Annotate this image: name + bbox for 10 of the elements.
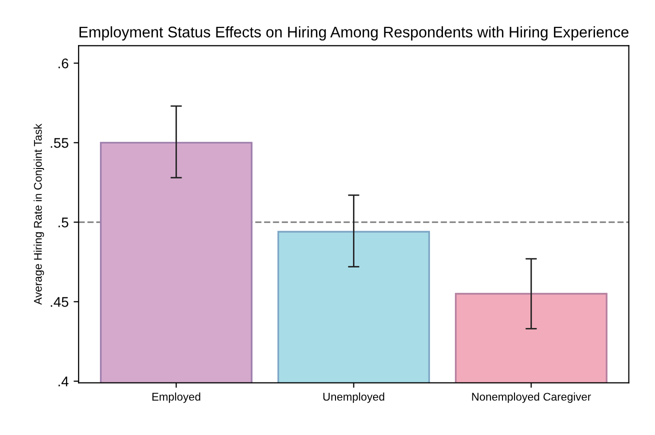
y-axis-title: Average Hiring Rate in Conjoint Task	[34, 124, 44, 305]
x-tick-label: Employed	[152, 392, 200, 403]
x-tick-label: Unemployed	[323, 392, 384, 403]
y-tick-label: .4	[58, 376, 68, 386]
y-tick-label: .5	[58, 218, 68, 228]
y-tick-label: .6	[58, 58, 68, 68]
y-tick-label: .45	[50, 297, 68, 307]
x-tick-label: Nonemployed Caregiver	[472, 392, 591, 403]
y-tick-label: .55	[50, 138, 68, 148]
chart-title: Employment Status Effects on Hiring Among Respondents with Hiring Experience	[80, 26, 628, 41]
